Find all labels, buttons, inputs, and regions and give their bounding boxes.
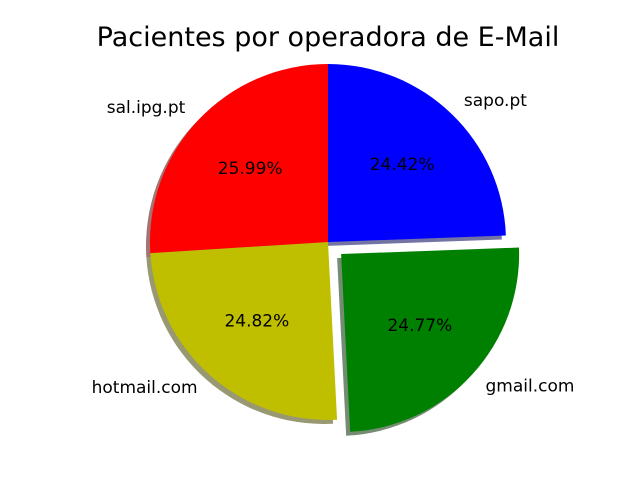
- slice-label-gmail-com: gmail.com: [485, 376, 574, 396]
- pct-label-hotmail-com: 24.82%: [224, 312, 289, 332]
- pct-label-sapo-pt: 24.42%: [370, 155, 435, 175]
- pct-label-gmail-com: 24.77%: [387, 316, 452, 336]
- slice-layer: [150, 64, 520, 432]
- slice-hotmail-com: [150, 242, 338, 420]
- pct-label-sal-ipg-pt: 25.99%: [218, 159, 283, 179]
- slice-gmail-com: [341, 247, 520, 432]
- slice-sapo-pt: [328, 64, 506, 242]
- slice-label-sapo-pt: sapo.pt: [464, 91, 527, 111]
- slice-label-sal-ipg-pt: sal.ipg.pt: [107, 98, 186, 118]
- label-layer: 24.42% sapo.pt 24.77% gmail.com 24.82% hotmai…: [92, 91, 575, 398]
- chart-title: Pacientes por operadora de E-Mail: [96, 22, 560, 53]
- slice-label-hotmail-com: hotmail.com: [92, 378, 198, 398]
- slice-sal-ipg-pt: [150, 64, 328, 254]
